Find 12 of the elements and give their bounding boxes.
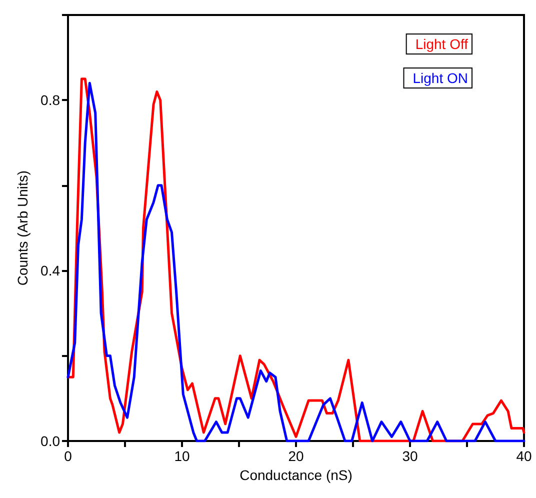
x-tick-label: 20 [288, 448, 304, 464]
text: Light ON [412, 70, 468, 86]
x-tick-label: 10 [174, 448, 190, 464]
x-axis-title: Conductance (nS) [240, 466, 352, 483]
y-tick-label: 0.8 [40, 92, 60, 108]
x-tick-label: 30 [402, 448, 418, 464]
text: Light Off [415, 36, 468, 52]
x-tick-label: 0 [64, 448, 72, 464]
y-tick-label: 0.0 [40, 433, 60, 449]
x-tick-label: 40 [516, 448, 532, 464]
y-axis-title: Counts (Arb Units) [14, 170, 31, 286]
y-tick-label: 0.4 [40, 262, 60, 279]
